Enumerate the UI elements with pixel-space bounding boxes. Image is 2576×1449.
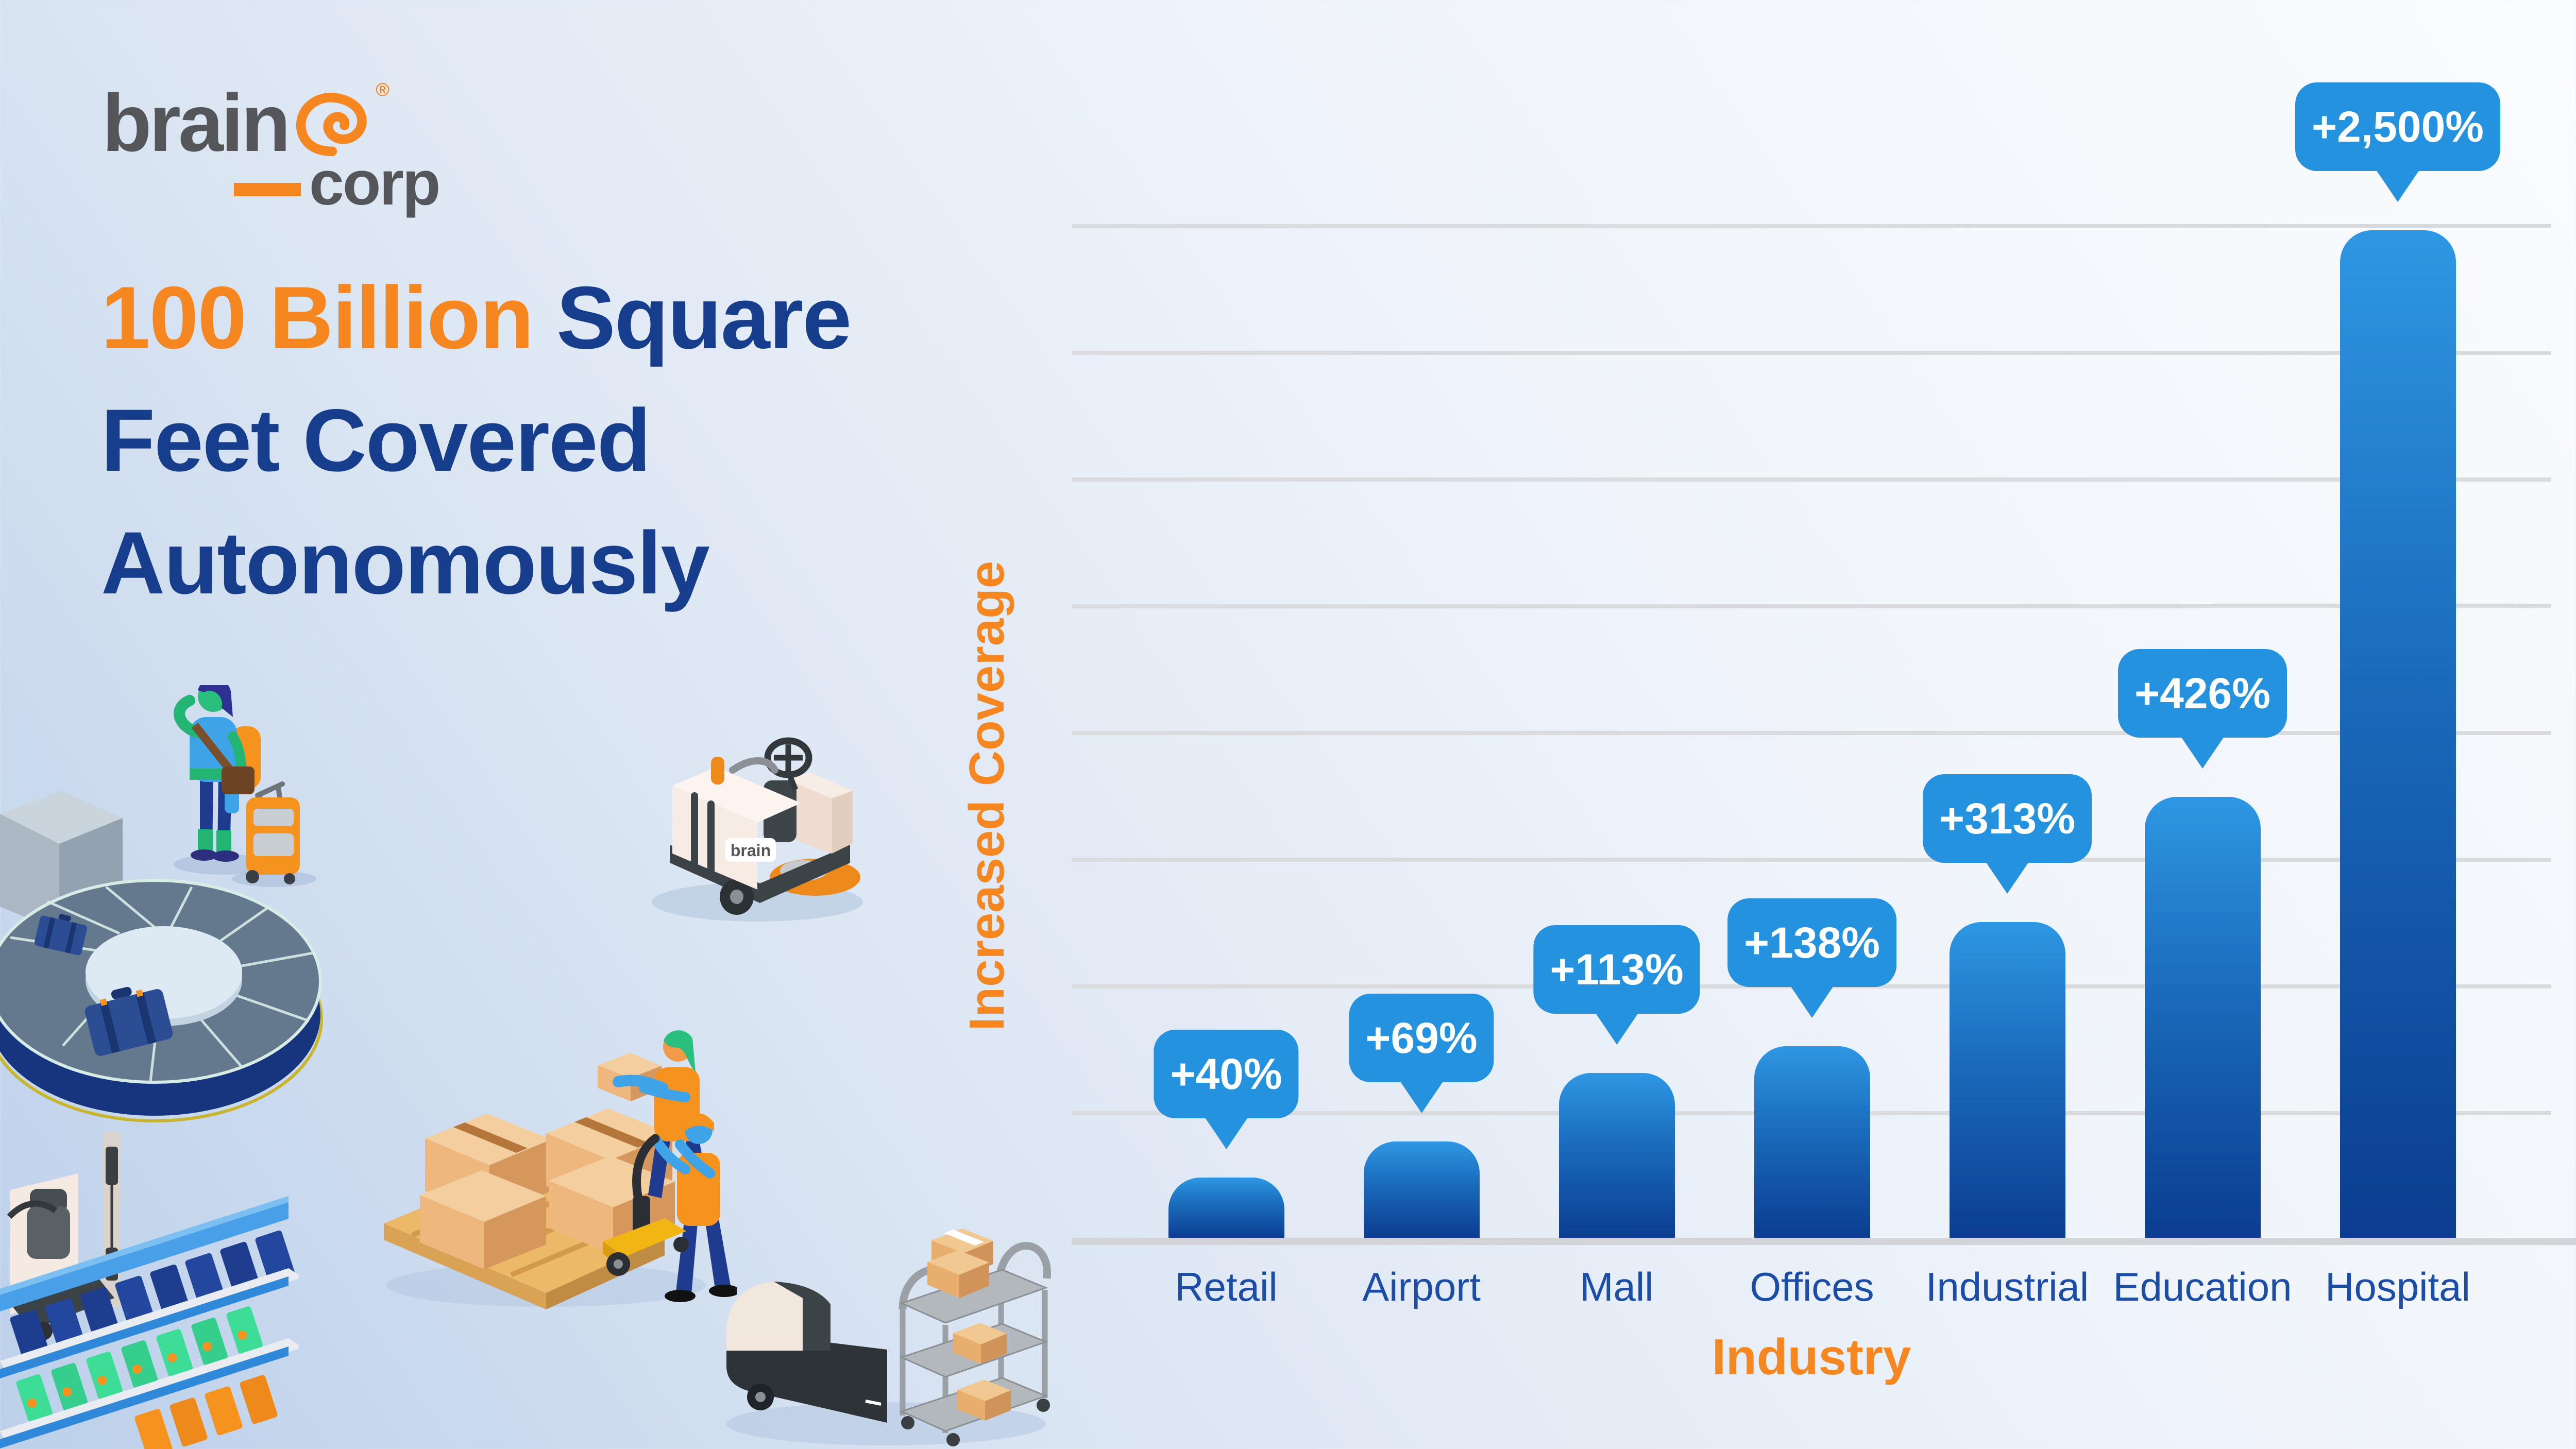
- y-axis-label: Increased Coverage: [959, 560, 1014, 1031]
- bar-column-airport: +69% Airport: [1349, 224, 1494, 1309]
- x-tick-label: Offices: [1750, 1264, 1874, 1309]
- x-tick-label: Retail: [1175, 1264, 1278, 1309]
- bar: [1754, 1046, 1870, 1238]
- value-callout: +313%: [1923, 774, 2092, 863]
- suitcase-icon: [84, 986, 173, 1056]
- floor-scrubber-illustration: brain: [652, 737, 863, 922]
- x-tick-label: Education: [2113, 1264, 2292, 1309]
- store-shelf-icon: [0, 1196, 299, 1449]
- value-callout: +69%: [1349, 994, 1494, 1082]
- title-line2: Feet Covered: [101, 391, 651, 490]
- value-callout: +426%: [2118, 649, 2287, 738]
- roller-suitcase-icon: [232, 781, 316, 887]
- brand-logo: brain ® corp: [102, 78, 440, 218]
- title-highlight: 100 Billion: [101, 268, 534, 367]
- value-callout: +113%: [1533, 925, 1700, 1014]
- logo-dash: [234, 183, 301, 196]
- bar-column-mall: +113% Mall: [1533, 224, 1700, 1309]
- bar-column-retail: +40% Retail: [1154, 224, 1299, 1309]
- warehouse-workers-illustration: [384, 1030, 737, 1309]
- cart-boxes-icon: [927, 1229, 1011, 1421]
- value-callout: +2,500%: [2295, 82, 2500, 171]
- value-callout: +40%: [1154, 1030, 1299, 1118]
- x-tick-label: Hospital: [2325, 1264, 2470, 1309]
- plot-area: +40% Retail +69% Airport +113% Mall +138% Offic…: [1072, 82, 2576, 1309]
- bar: [2144, 797, 2261, 1238]
- bar-column-offices: +138% Offices: [1727, 224, 1896, 1309]
- worker-man-illustration: [650, 1113, 737, 1302]
- bar: [1558, 1073, 1675, 1238]
- x-tick-label: Airport: [1362, 1264, 1481, 1309]
- baggage-carousel-illustration: [0, 685, 323, 1122]
- bar-column-industrial: +313% Industrial: [1923, 224, 2092, 1309]
- bar-column-education: +426% Education: [2113, 224, 2292, 1309]
- x-tick-label: Industrial: [1925, 1264, 2089, 1309]
- tug-robot-cart-illustration: [726, 1229, 1051, 1446]
- bar: [1949, 922, 2065, 1238]
- utility-cart-icon: [899, 1242, 1051, 1446]
- retail-shelf-illustration: [0, 1132, 299, 1449]
- brand-word-top: brain: [102, 78, 291, 168]
- x-axis-label: Industry: [1711, 1328, 1911, 1385]
- shelf-products-row-green: [16, 1306, 263, 1422]
- value-callout: +138%: [1727, 898, 1896, 987]
- registered-mark: ®: [376, 79, 389, 100]
- tug-robot-icon: [726, 1282, 887, 1423]
- x-tick-label: Mall: [1580, 1264, 1654, 1309]
- bar-column-hospital: +2,500% Hospital: [2295, 82, 2500, 1309]
- shelf-products-row-orange: [134, 1375, 278, 1449]
- brain-swirl-icon: [296, 93, 367, 157]
- bar: [2340, 230, 2456, 1238]
- title-line3: Autonomously: [101, 514, 710, 612]
- suitcase-icon: [35, 914, 87, 956]
- scrubber-brand-badge: brain: [731, 841, 771, 860]
- page-title: 100 Billion Square Feet Covered Autonomo…: [101, 257, 852, 624]
- x-axis-line: [1072, 1238, 2576, 1245]
- brand-word-bottom: corp: [309, 148, 440, 218]
- bar: [1363, 1141, 1480, 1238]
- scrubber-beacon-icon: [711, 757, 724, 785]
- bar: [1168, 1178, 1284, 1238]
- traveler-illustration: [174, 685, 272, 875]
- pallet-jack-icon: [603, 1134, 689, 1276]
- title-line1-rest: Square: [533, 268, 852, 367]
